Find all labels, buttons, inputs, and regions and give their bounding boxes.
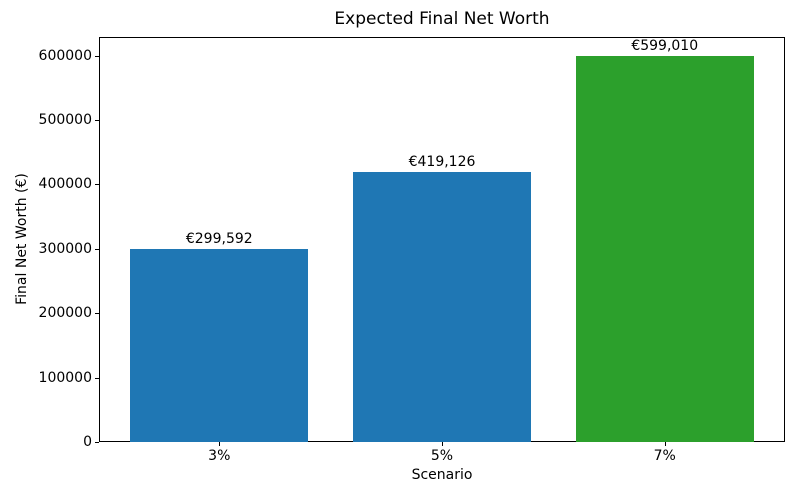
chart-title: Expected Final Net Worth	[334, 9, 550, 29]
bar-value-label: €419,126	[408, 154, 476, 171]
y-tick-mark	[95, 56, 99, 57]
bar-7pct	[575, 56, 754, 442]
x-tick-mark	[665, 442, 666, 446]
bar-3pct	[130, 249, 309, 442]
y-tick-label: 100000	[38, 370, 92, 386]
x-axis-label: Scenario	[411, 467, 473, 483]
y-tick-label: 200000	[38, 305, 92, 321]
y-axis-label: Final Net Worth (€)	[14, 173, 30, 305]
y-tick-mark	[95, 313, 99, 314]
y-tick-mark	[95, 442, 99, 443]
y-tick-mark	[95, 378, 99, 379]
y-tick-label: 600000	[38, 48, 92, 64]
x-tick-label: 3%	[208, 448, 231, 464]
y-tick-mark	[95, 184, 99, 185]
x-tick-mark	[219, 442, 220, 446]
x-tick-mark	[442, 442, 443, 446]
y-tick-mark	[95, 120, 99, 121]
bar-value-label: €299,592	[185, 231, 253, 248]
bar-value-label: €599,010	[631, 38, 699, 55]
y-tick-label: 300000	[38, 241, 92, 257]
x-tick-label: 5%	[430, 448, 454, 464]
y-tick-label: 500000	[38, 112, 92, 128]
bar-5pct	[352, 172, 532, 442]
y-tick-mark	[95, 249, 99, 250]
y-tick-label: 0	[83, 434, 92, 450]
y-tick-label: 400000	[38, 176, 92, 192]
x-tick-label: 7%	[653, 448, 676, 464]
